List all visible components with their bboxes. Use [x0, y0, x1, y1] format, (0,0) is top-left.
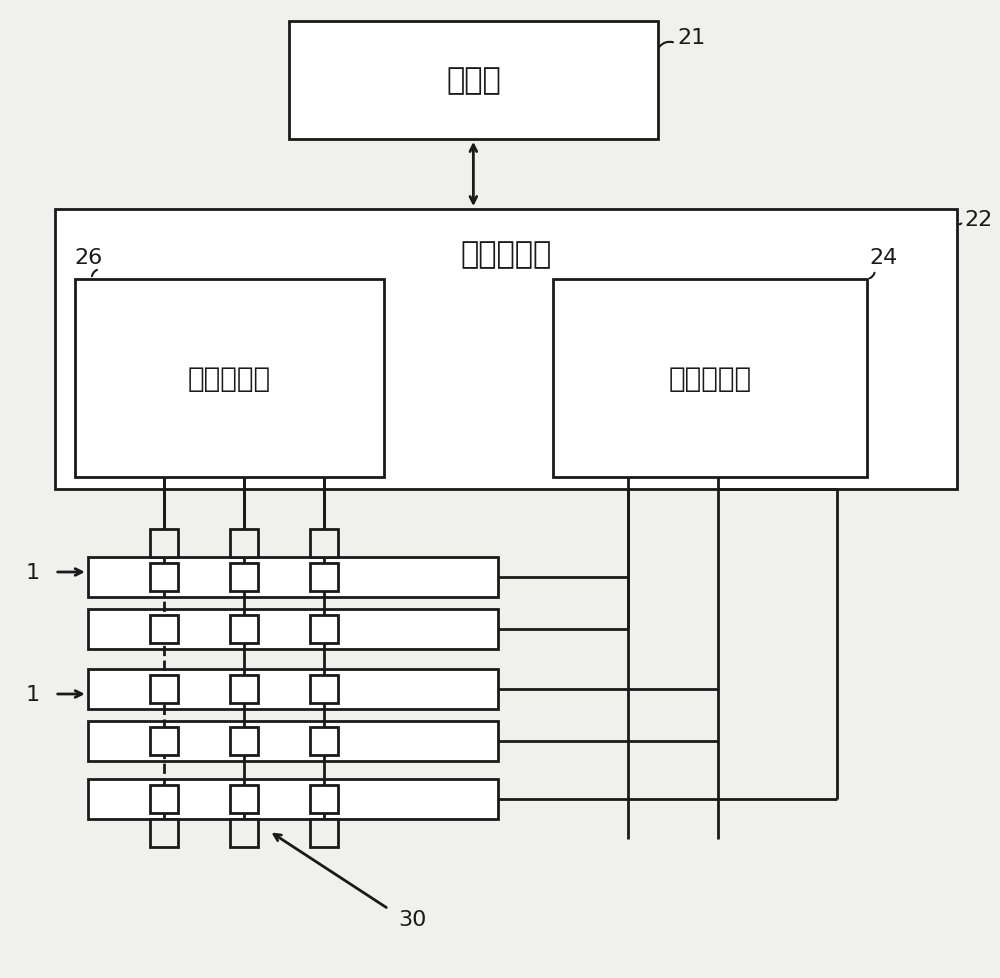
Bar [88, 669, 498, 709]
Text: 行驱动电路: 行驱动电路 [668, 365, 752, 392]
Bar [230, 615, 258, 644]
Bar [230, 820, 258, 847]
Bar [88, 779, 498, 820]
Text: 22: 22 [965, 210, 993, 230]
Bar [88, 557, 498, 598]
Text: 26: 26 [75, 247, 103, 268]
Bar [150, 563, 178, 592]
Bar [150, 785, 178, 813]
Text: 1: 1 [26, 562, 40, 583]
Bar [310, 676, 338, 703]
Bar [310, 615, 338, 644]
Bar [310, 820, 338, 847]
Text: 处理器: 处理器 [446, 67, 501, 96]
Bar [553, 280, 867, 477]
Bar [230, 563, 258, 592]
Bar [230, 728, 258, 755]
Bar [150, 676, 178, 703]
Bar [230, 529, 258, 557]
Bar [150, 728, 178, 755]
Bar [150, 529, 178, 557]
Bar [88, 609, 498, 649]
Bar [310, 785, 338, 813]
Text: 30: 30 [399, 910, 427, 929]
Bar [230, 785, 258, 813]
Text: 24: 24 [869, 247, 897, 268]
Text: 1: 1 [26, 685, 40, 704]
Text: 阵列驱动器: 阵列驱动器 [460, 241, 551, 269]
Bar [88, 721, 498, 761]
Bar [230, 676, 258, 703]
Bar [310, 529, 338, 557]
Bar [310, 563, 338, 592]
Text: 列驱动电路: 列驱动电路 [188, 365, 271, 392]
Bar [55, 210, 957, 490]
Bar [150, 615, 178, 644]
Bar [75, 280, 384, 477]
Bar [150, 820, 178, 847]
Bar [289, 22, 658, 140]
Text: 21: 21 [678, 28, 706, 48]
Bar [310, 728, 338, 755]
